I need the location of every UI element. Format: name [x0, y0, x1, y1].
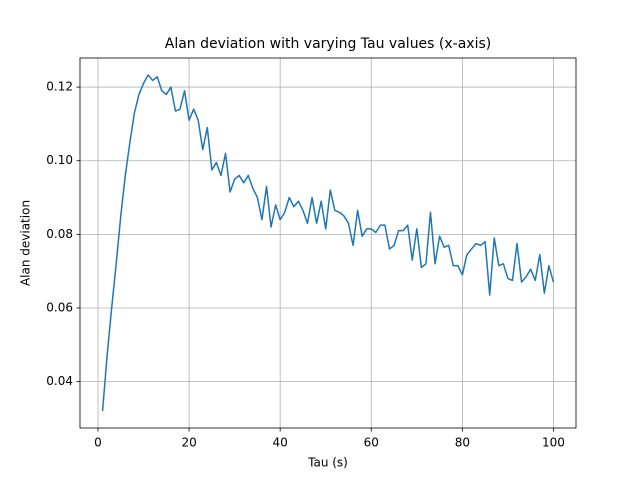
x-axis-label: Tau (s) — [307, 456, 348, 470]
x-tick-label: 60 — [364, 436, 379, 450]
y-tick-label: 0.10 — [46, 153, 73, 167]
x-tick-label: 100 — [542, 436, 565, 450]
x-tick-label: 20 — [181, 436, 196, 450]
plot-frame — [79, 57, 577, 429]
y-tick-label: 0.08 — [46, 227, 73, 241]
x-tick-label: 0 — [94, 436, 102, 450]
y-tick-label: 0.12 — [46, 80, 73, 94]
y-tick-label: 0.04 — [46, 374, 73, 388]
chart-title: Alan deviation with varying Tau values (… — [165, 36, 491, 52]
x-tick-label: 80 — [455, 436, 470, 450]
y-tick-label: 0.06 — [46, 300, 73, 314]
y-axis-label: Alan deviation — [19, 200, 33, 286]
x-tick-label: 40 — [273, 436, 288, 450]
data-line — [101, 74, 555, 412]
